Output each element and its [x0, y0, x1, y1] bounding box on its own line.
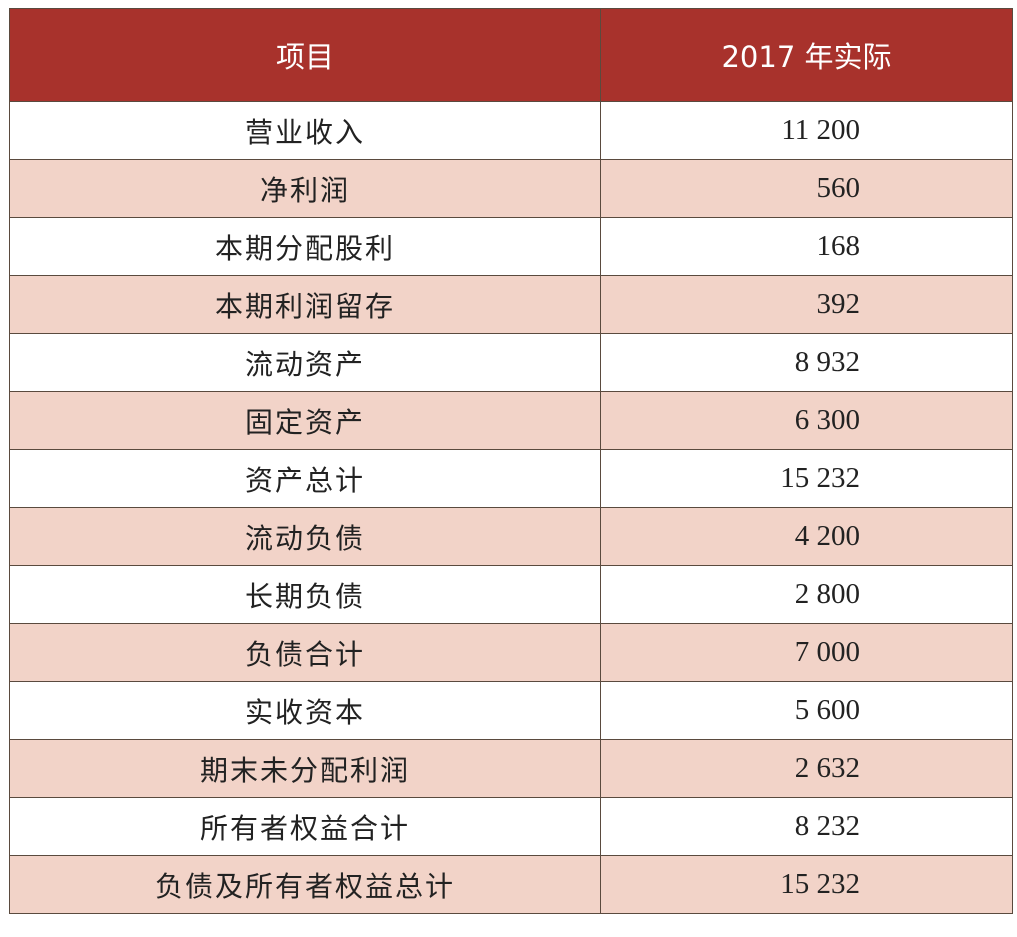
table-row: 实收资本 5 600 — [9, 681, 1013, 740]
table-row: 流动负债 4 200 — [9, 507, 1013, 566]
table-header: 项目 2017 年实际 — [9, 8, 1013, 102]
table-row: 长期负债 2 800 — [9, 565, 1013, 624]
table-row: 期末未分配利润 2 632 — [9, 739, 1013, 798]
row-item-label: 长期负债 — [9, 565, 601, 624]
financial-table-container: 项目 2017 年实际 营业收入 11 200 净利润 560 本期分配股利 1… — [9, 8, 1013, 914]
row-value: 2 800 — [600, 565, 1013, 624]
row-item-label: 负债及所有者权益总计 — [9, 855, 601, 914]
row-value: 15 232 — [600, 449, 1013, 508]
row-item-label: 本期分配股利 — [9, 217, 601, 276]
column-header-value: 2017 年实际 — [600, 8, 1013, 102]
row-item-label: 净利润 — [9, 159, 601, 218]
financial-table: 项目 2017 年实际 营业收入 11 200 净利润 560 本期分配股利 1… — [9, 8, 1013, 914]
row-value: 8 932 — [600, 333, 1013, 392]
table-row: 本期分配股利 168 — [9, 217, 1013, 276]
row-item-label: 期末未分配利润 — [9, 739, 601, 798]
column-header-item: 项目 — [9, 8, 601, 102]
table-row: 固定资产 6 300 — [9, 391, 1013, 450]
row-value: 560 — [600, 159, 1013, 218]
table-row: 负债及所有者权益总计 15 232 — [9, 855, 1013, 914]
table-row: 营业收入 11 200 — [9, 101, 1013, 160]
table-row: 所有者权益合计 8 232 — [9, 797, 1013, 856]
row-value: 8 232 — [600, 797, 1013, 856]
table-row: 负债合计 7 000 — [9, 623, 1013, 682]
row-value: 168 — [600, 217, 1013, 276]
row-value: 11 200 — [600, 101, 1013, 160]
row-item-label: 负债合计 — [9, 623, 601, 682]
row-item-label: 本期利润留存 — [9, 275, 601, 334]
row-item-label: 营业收入 — [9, 101, 601, 160]
row-item-label: 资产总计 — [9, 449, 601, 508]
row-value: 2 632 — [600, 739, 1013, 798]
header-row: 项目 2017 年实际 — [9, 8, 1013, 102]
row-value: 15 232 — [600, 855, 1013, 914]
table-row: 流动资产 8 932 — [9, 333, 1013, 392]
row-item-label: 所有者权益合计 — [9, 797, 601, 856]
row-value: 5 600 — [600, 681, 1013, 740]
row-value: 392 — [600, 275, 1013, 334]
row-value: 4 200 — [600, 507, 1013, 566]
row-value: 7 000 — [600, 623, 1013, 682]
row-value: 6 300 — [600, 391, 1013, 450]
row-item-label: 流动负债 — [9, 507, 601, 566]
table-row: 本期利润留存 392 — [9, 275, 1013, 334]
row-item-label: 实收资本 — [9, 681, 601, 740]
row-item-label: 流动资产 — [9, 333, 601, 392]
table-row: 资产总计 15 232 — [9, 449, 1013, 508]
table-body: 营业收入 11 200 净利润 560 本期分配股利 168 本期利润留存 39… — [9, 101, 1013, 914]
table-row: 净利润 560 — [9, 159, 1013, 218]
row-item-label: 固定资产 — [9, 391, 601, 450]
